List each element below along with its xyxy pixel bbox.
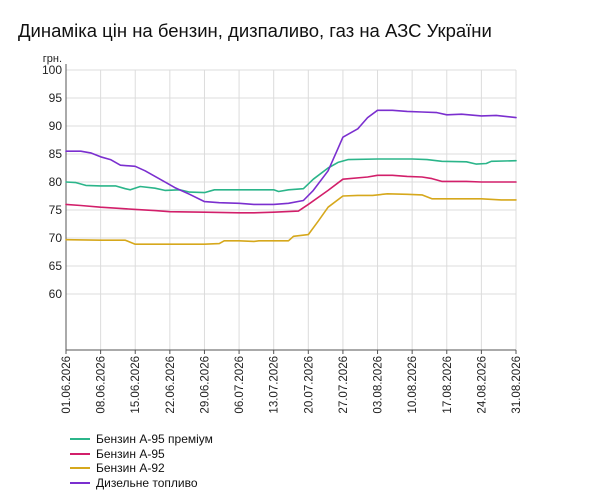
x-tick-label: 01.06.2026 (61, 356, 73, 414)
legend-item: Бензин А-95 (70, 447, 213, 462)
x-tick-label: 24.08.2026 (476, 356, 488, 414)
y-tick-label: 70 (49, 231, 63, 245)
y-tick-label: 65 (49, 259, 63, 273)
legend-item: Бензин А-95 преміум (70, 432, 213, 447)
axes (65, 64, 517, 354)
legend-label: Бензин А-95 преміум (96, 432, 213, 447)
legend-label: Дизельне топливо (96, 475, 198, 490)
legend-item: Бензин А-92 (70, 461, 213, 476)
y-tick-label: 100 (42, 63, 62, 77)
x-tick-label: 20.07.2026 (303, 356, 315, 414)
x-tick-label: 08.06.2026 (96, 356, 108, 414)
legend-label: Бензин А-92 (96, 461, 165, 476)
series-line-2 (65, 174, 517, 214)
x-tick-label: 06.07.2026 (234, 356, 246, 414)
series-lines (65, 109, 517, 245)
x-tick-label: 22.06.2026 (165, 356, 177, 414)
x-tick-label: 10.08.2026 (407, 356, 419, 414)
x-tick-label: 13.07.2026 (269, 356, 281, 414)
series-line-3 (65, 193, 517, 245)
series-line-1 (65, 158, 517, 194)
y-tick-label: 95 (49, 91, 63, 105)
y-tick-label: 75 (49, 203, 63, 217)
x-tick-label: 15.06.2026 (130, 356, 142, 414)
tick-labels: 100 95 90 85 80 75 70 65 60 01.06.2026 08.06.2026 1… (42, 53, 523, 414)
legend: Бензин А-95 преміум Бензин А-95 Бензин А-9… (70, 432, 213, 490)
y-tick-label: 90 (49, 119, 63, 133)
x-tick-label: 31.08.2026 (511, 356, 523, 414)
x-tick-label: 17.08.2026 (442, 356, 454, 414)
legend-swatch (70, 481, 90, 484)
legend-item: Дизельне топливо (70, 476, 213, 491)
legend-swatch (70, 452, 90, 455)
x-tick-label: 29.06.2026 (199, 356, 211, 414)
series-line-4 (65, 109, 517, 206)
x-tick-label: 27.07.2026 (338, 356, 350, 414)
y-tick-label: 60 (49, 287, 63, 301)
y-axis-unit: грн. (43, 53, 62, 65)
x-tick-label: 03.08.2026 (373, 356, 385, 414)
y-tick-label: 80 (49, 175, 63, 189)
legend-swatch (70, 467, 90, 470)
legend-label: Бензин А-95 (96, 446, 165, 461)
chart-title: Динаміка цін на бензин, дизпаливо, газ н… (18, 20, 492, 41)
legend-swatch (70, 438, 90, 441)
y-tick-label: 85 (49, 147, 63, 161)
